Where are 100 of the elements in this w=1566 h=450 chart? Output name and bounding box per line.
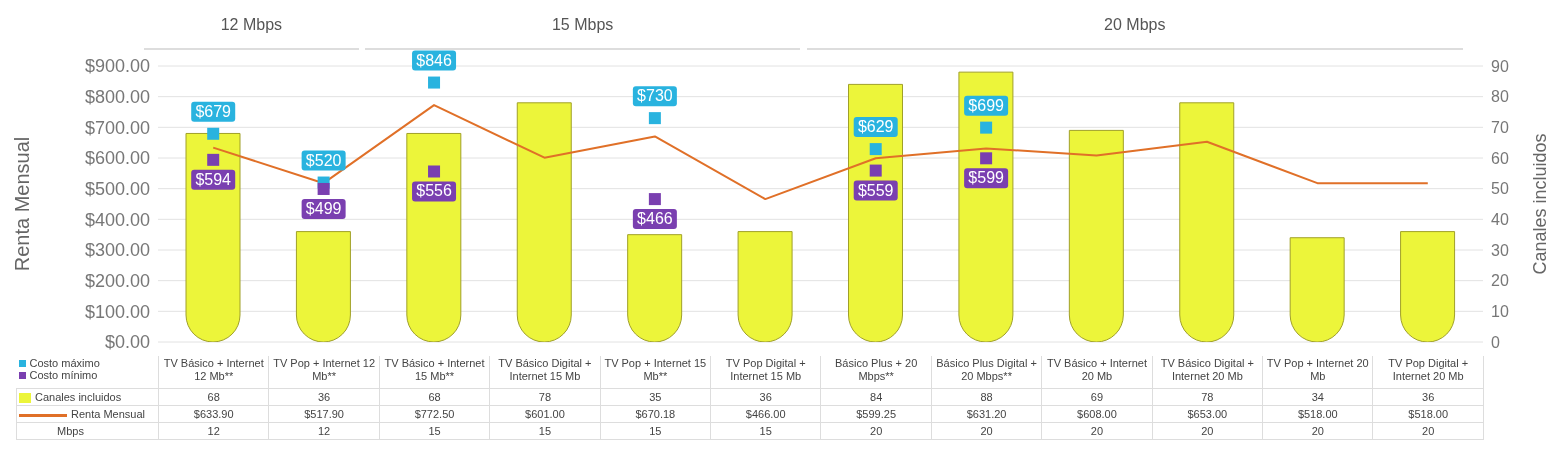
y2-tick-label: 70 bbox=[1491, 119, 1509, 137]
y-tick-label: $800.00 bbox=[84, 87, 150, 108]
y-tick-label: $100.00 bbox=[84, 301, 150, 322]
data-label: $594 bbox=[195, 170, 232, 188]
data-label: 78 bbox=[489, 388, 601, 406]
point bbox=[648, 193, 661, 206]
x-tick-label: Básico Plus Digital + 20 Mbps** bbox=[931, 356, 1042, 389]
text: 20 bbox=[931, 422, 1042, 440]
data-label: 36 bbox=[710, 388, 821, 406]
y2-tick-label: 80 bbox=[1491, 88, 1509, 106]
data-label: 36 bbox=[1372, 388, 1484, 406]
data-label: $846 bbox=[416, 51, 452, 69]
legend-label: Canales incluidos bbox=[16, 388, 159, 406]
legend-label: Costo máximo bbox=[28, 357, 101, 369]
data-label: $518.00 bbox=[1262, 405, 1373, 423]
data-label: 84 bbox=[820, 388, 932, 406]
text: 20 Mbps bbox=[806, 10, 1463, 50]
x-tick-label: TV Básico + Internet 12 Mb** bbox=[158, 356, 269, 389]
data-label: $608.00 bbox=[1041, 405, 1153, 423]
point bbox=[428, 165, 441, 178]
data-label: $559 bbox=[857, 181, 894, 199]
text: 15 bbox=[600, 422, 711, 440]
text: 20 bbox=[1041, 422, 1153, 440]
data-label: $518.00 bbox=[1372, 405, 1484, 423]
text: 20 bbox=[1372, 422, 1484, 440]
y2-tick-label: 20 bbox=[1491, 272, 1509, 290]
y2-tick-label: 10 bbox=[1491, 303, 1509, 321]
y-tick-label: $600.00 bbox=[84, 148, 150, 169]
point bbox=[869, 164, 882, 177]
y-tick-label: $0.00 bbox=[104, 332, 150, 353]
y2-tick-label: 50 bbox=[1491, 180, 1509, 198]
x-tick-label: TV Pop + Internet 12 Mb** bbox=[268, 356, 380, 389]
data-label: $466 bbox=[637, 210, 673, 228]
text: 20 bbox=[820, 422, 932, 440]
bar bbox=[1289, 237, 1345, 342]
point bbox=[648, 112, 661, 125]
point bbox=[207, 153, 220, 166]
data-label: $599.25 bbox=[820, 405, 932, 423]
text: 15 Mbps bbox=[364, 10, 801, 50]
data-label: 68 bbox=[158, 388, 269, 406]
text: Mbps bbox=[16, 422, 159, 440]
y2-tick-label: 90 bbox=[1491, 57, 1509, 75]
text: 15 bbox=[710, 422, 821, 440]
x-tick-label: TV Pop + Internet 15 Mb** bbox=[600, 356, 711, 389]
text: 20 bbox=[1262, 422, 1373, 440]
y2-tick-label: 40 bbox=[1491, 211, 1509, 229]
data-label: $670.18 bbox=[600, 405, 711, 423]
point bbox=[317, 182, 330, 195]
data-label: $679 bbox=[195, 102, 232, 120]
point bbox=[980, 121, 993, 134]
data-label: $517.90 bbox=[268, 405, 380, 423]
data-label: 78 bbox=[1152, 388, 1263, 406]
x-tick-label: TV Pop Digital + Internet 15 Mb bbox=[710, 356, 821, 389]
bar bbox=[295, 231, 351, 342]
bar bbox=[516, 102, 572, 342]
text: 15 bbox=[489, 422, 601, 440]
text: 12 bbox=[268, 422, 380, 440]
y2-tick-label: 0 bbox=[1491, 333, 1500, 351]
x-tick-label: Básico Plus + 20 Mbps** bbox=[820, 356, 932, 389]
y-tick-label: $500.00 bbox=[84, 179, 150, 200]
data-label: $631.20 bbox=[931, 405, 1042, 423]
y-tick-label: $400.00 bbox=[84, 209, 150, 230]
data-label: 69 bbox=[1041, 388, 1153, 406]
data-label: $599 bbox=[968, 169, 1005, 187]
data-label: 88 bbox=[931, 388, 1042, 406]
text: 12 Mbps bbox=[144, 10, 359, 50]
point bbox=[869, 143, 882, 156]
y2-axis-title: Canales incluidos bbox=[1530, 133, 1551, 275]
x-tick-label: TV Básico + Internet 20 Mb bbox=[1041, 356, 1153, 389]
data-label: $653.00 bbox=[1152, 405, 1263, 423]
y2-tick-label: 60 bbox=[1491, 149, 1509, 167]
y-tick-label: $900.00 bbox=[84, 56, 150, 77]
y2-tick-label: 30 bbox=[1491, 241, 1509, 259]
text: 12 bbox=[158, 422, 269, 440]
legend-label: Costo mínimo bbox=[28, 369, 99, 381]
text: 15 bbox=[379, 422, 490, 440]
bar bbox=[1179, 102, 1235, 342]
data-label: $520 bbox=[305, 151, 342, 169]
data-label: $699 bbox=[968, 96, 1005, 114]
data-label: $730 bbox=[637, 87, 673, 105]
data-label: $772.50 bbox=[379, 405, 490, 423]
x-tick-label: TV Básico Digital + Internet 20 Mb bbox=[1152, 356, 1263, 389]
x-tick-label: TV Pop + Internet 20 Mb bbox=[1262, 356, 1373, 389]
bar bbox=[1068, 129, 1124, 342]
y-tick-label: $700.00 bbox=[84, 117, 150, 138]
point bbox=[980, 152, 993, 165]
legend-label: Renta Mensual bbox=[16, 405, 159, 423]
data-label: $633.90 bbox=[158, 405, 269, 423]
data-label: $629 bbox=[857, 118, 894, 136]
point bbox=[207, 127, 220, 140]
data-label: $601.00 bbox=[489, 405, 601, 423]
data-label: 34 bbox=[1262, 388, 1373, 406]
y-tick-label: $300.00 bbox=[84, 240, 150, 261]
data-label: $556 bbox=[416, 182, 452, 200]
bar bbox=[627, 234, 683, 342]
bar bbox=[737, 231, 793, 342]
y-tick-label: $200.00 bbox=[84, 271, 150, 292]
text: 20 bbox=[1152, 422, 1263, 440]
data-label: 35 bbox=[600, 388, 711, 406]
data-label: $466.00 bbox=[710, 405, 821, 423]
